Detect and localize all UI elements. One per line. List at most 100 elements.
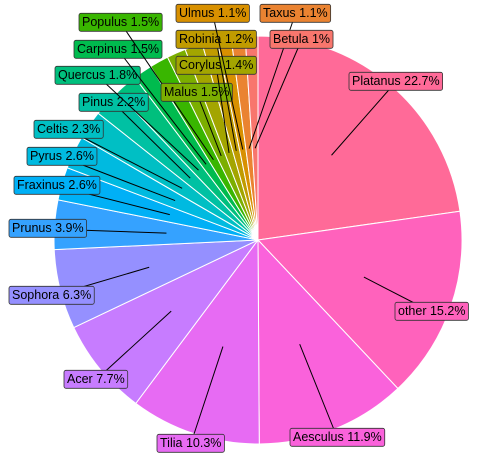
- label-box: [156, 433, 225, 453]
- slice-label: Fraxinus 2.6%: [13, 175, 170, 216]
- category-name: Populus: [82, 15, 127, 29]
- label-text: Prunus 3.9%: [12, 221, 84, 235]
- label-box: [8, 285, 95, 305]
- slice-label: Malus 1.5%: [160, 82, 233, 157]
- label-text: Malus 1.5%: [164, 85, 229, 99]
- leader-line: [254, 39, 302, 149]
- label-text: Acer 7.7%: [67, 372, 125, 386]
- label-box: [289, 427, 386, 447]
- label-text: Fraxinus 2.6%: [17, 178, 97, 192]
- category-name: Prunus: [12, 221, 52, 235]
- category-name: Betula: [273, 32, 308, 46]
- value-label: 2.6%: [65, 149, 94, 163]
- label-text: Pyrus 2.6%: [30, 149, 94, 163]
- label-text: Celtis 2.3%: [37, 122, 100, 136]
- leader-line: [215, 65, 230, 153]
- label-text: Robinia 1.2%: [179, 32, 253, 46]
- slice-label: Ulmus 1.1%: [175, 3, 250, 150]
- leader-line: [190, 346, 224, 445]
- slice-label: Robinia 1.2%: [175, 29, 257, 151]
- value-label: 1.5%: [131, 15, 160, 29]
- label-text: Ulmus 1.1%: [179, 6, 246, 20]
- slice-label: other 15.2%: [363, 276, 469, 321]
- label-text: Carpinus 1.5%: [77, 42, 159, 56]
- value-label: 22.7%: [404, 74, 439, 88]
- slice-label: Populus 1.5%: [78, 12, 214, 161]
- value-label: 1.2%: [225, 32, 254, 46]
- category-name: Tilia: [160, 436, 183, 450]
- slice-label: Celtis 2.3%: [33, 119, 183, 189]
- value-label: 1.1%: [218, 6, 247, 20]
- leader-line: [299, 343, 338, 439]
- value-label: 1.4%: [225, 58, 254, 72]
- label-text: Betula 1%: [273, 32, 330, 46]
- category-name: Celtis: [37, 122, 68, 136]
- label-text: Pinus 2.2%: [82, 95, 145, 109]
- slice-label: Betula 1%: [254, 29, 334, 149]
- label-box: [26, 146, 98, 166]
- category-name: Robinia: [179, 32, 221, 46]
- category-name: Ulmus: [179, 6, 214, 20]
- leader-line: [196, 92, 222, 157]
- label-text: Corylus 1.4%: [179, 58, 253, 72]
- slice-label: Corylus 1.4%: [175, 55, 257, 153]
- leader-line: [215, 39, 237, 151]
- slice-label: Prunus 3.9%: [8, 218, 167, 238]
- value-label: 1.5%: [201, 85, 230, 99]
- label-box: [8, 218, 87, 238]
- slice-label: Quercus 1.8%: [54, 65, 199, 171]
- value-label: 1.5%: [131, 42, 160, 56]
- value-label: 1.8%: [109, 68, 138, 82]
- pie-slice: [257, 35, 461, 241]
- category-name: Carpinus: [77, 42, 127, 56]
- slice-label: Aesculus 11.9%: [289, 343, 386, 447]
- value-label: 11.9%: [347, 430, 382, 444]
- value-label: 2.6%: [68, 178, 97, 192]
- value-label: 1.1%: [299, 6, 328, 20]
- value-label: 10.3%: [186, 436, 221, 450]
- category-name: Taxus: [263, 6, 296, 20]
- value-label: 15.2%: [430, 304, 465, 318]
- category-name: Acer: [67, 372, 93, 386]
- label-text: other 15.2%: [398, 304, 465, 318]
- pie-slice: [73, 239, 259, 405]
- label-box: [160, 82, 233, 102]
- value-label: 7.7%: [96, 372, 125, 386]
- leader-line: [68, 129, 183, 189]
- label-box: [33, 119, 104, 139]
- category-name: Quercus: [58, 68, 105, 82]
- category-name: Platanus: [352, 74, 401, 88]
- category-name: Fraxinus: [17, 178, 65, 192]
- label-box: [259, 3, 332, 23]
- leader-line: [95, 310, 172, 381]
- category-name: Pinus: [82, 95, 113, 109]
- label-box: [394, 301, 469, 321]
- label-text: Taxus 1.1%: [263, 6, 328, 20]
- label-box: [175, 55, 257, 75]
- slice-label: Acer 7.7%: [63, 310, 172, 389]
- value-label: 2.2%: [117, 95, 146, 109]
- slice-label: Carpinus 1.5%: [73, 39, 207, 165]
- category-name: Sophora: [12, 288, 59, 302]
- label-box: [78, 12, 163, 32]
- label-box: [73, 39, 163, 59]
- slice-label: Tilia 10.3%: [156, 346, 225, 453]
- label-box: [175, 3, 250, 23]
- value-label: 1%: [312, 32, 330, 46]
- label-box: [269, 29, 334, 49]
- slice-label: Pyrus 2.6%: [26, 146, 176, 202]
- label-text: Populus 1.5%: [82, 15, 159, 29]
- leader-line: [97, 75, 199, 171]
- slice-label: Sophora 6.3%: [8, 266, 150, 305]
- label-text: Aesculus 11.9%: [293, 430, 382, 444]
- label-text: Platanus 22.7%: [352, 74, 440, 88]
- category-name: Corylus: [179, 58, 221, 72]
- value-label: 2.3%: [72, 122, 101, 136]
- value-label: 6.3%: [63, 288, 92, 302]
- category-name: Aesculus: [293, 430, 344, 444]
- leader-line: [212, 13, 244, 150]
- leader-line: [117, 49, 207, 165]
- label-box: [13, 175, 101, 195]
- category-name: Pyrus: [30, 149, 62, 163]
